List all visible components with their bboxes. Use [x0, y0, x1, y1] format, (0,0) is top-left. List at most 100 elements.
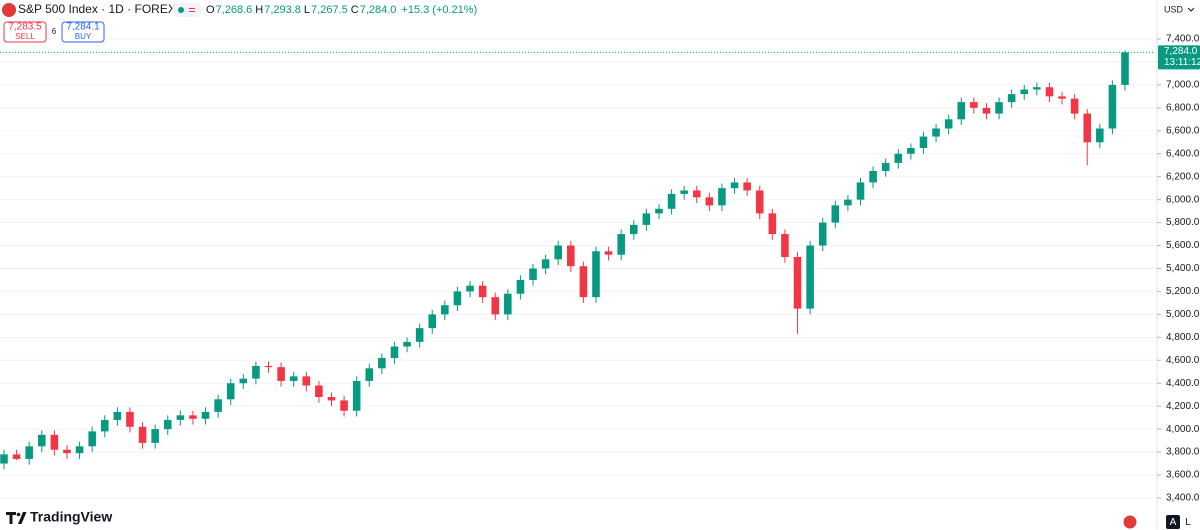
last-price-box	[1158, 45, 1200, 70]
buy-label: BUY	[75, 32, 92, 41]
y-tick-label: 5,000.0	[1166, 309, 1200, 320]
candle-body	[504, 293, 512, 315]
candle-body	[428, 314, 437, 329]
candle-body	[113, 411, 122, 420]
candle-body	[1033, 87, 1041, 90]
candle-body	[415, 328, 424, 342]
candle-body	[214, 399, 222, 412]
candle-body	[604, 251, 613, 255]
candle-body	[1121, 52, 1129, 85]
candle-body	[163, 419, 172, 430]
candle-body	[264, 366, 273, 368]
candle-body	[856, 182, 865, 200]
candle-body	[806, 245, 814, 309]
y-tick-label: 5,400.0	[1166, 263, 1200, 274]
candle-body	[567, 245, 575, 267]
candle-body	[302, 376, 311, 386]
candle-body	[970, 102, 978, 108]
auto-scale-button[interactable]	[1166, 515, 1180, 529]
sell-label: SELL	[15, 32, 35, 41]
candle-body	[932, 128, 940, 137]
candle-body	[692, 190, 701, 198]
buy-button[interactable]	[61, 21, 105, 43]
log-scale-label[interactable]: L	[1185, 517, 1191, 528]
currency-dropdown[interactable]	[1187, 7, 1195, 12]
candle-body	[126, 411, 134, 427]
y-tick-label: 5,800.0	[1166, 217, 1200, 228]
candle-body	[1058, 96, 1066, 99]
candle-body	[1020, 89, 1029, 95]
candle-body	[705, 197, 714, 206]
brand[interactable]: TradingView	[30, 509, 112, 525]
candle-body	[201, 411, 210, 419]
candle-body	[755, 190, 764, 214]
candle-body	[0, 454, 8, 464]
events-icon[interactable]	[1122, 514, 1138, 530]
candle-body	[88, 431, 96, 447]
candle-body	[743, 182, 751, 191]
candle-body	[100, 419, 109, 432]
ohlc-key: L	[304, 4, 310, 16]
change: +15.3 (+0.21%)	[401, 4, 477, 16]
y-tick-label: 4,200.0	[1166, 401, 1200, 412]
candle-body	[881, 162, 890, 171]
candle-body	[1070, 98, 1079, 114]
candle-body	[667, 193, 676, 209]
candle-body	[441, 305, 449, 315]
candle-body	[252, 366, 260, 379]
candle-body	[907, 148, 915, 154]
y-tick-label: 6,200.0	[1166, 171, 1200, 182]
candle-body	[831, 205, 840, 223]
candle-body	[529, 268, 537, 280]
candle-body	[138, 426, 147, 443]
y-tick-label: 6,000.0	[1166, 194, 1200, 205]
candle-body	[25, 446, 33, 459]
candle-body	[226, 383, 235, 400]
candle-body	[352, 380, 361, 411]
sell-button[interactable]	[3, 21, 47, 43]
ohlc-value: 7,267.5	[311, 4, 348, 16]
candle-body	[629, 224, 638, 235]
candle-body	[1108, 84, 1117, 129]
candles	[0, 50, 1129, 470]
candle-body	[151, 429, 159, 443]
candle-body	[768, 213, 777, 235]
candle-body	[655, 208, 663, 214]
candle-body	[1007, 94, 1016, 103]
candle-body	[944, 119, 953, 129]
y-tick-label: 4,600.0	[1166, 355, 1200, 366]
candle-body	[491, 297, 500, 315]
symbol-logo	[2, 3, 16, 17]
candle-body	[718, 188, 726, 206]
candle-body	[541, 259, 550, 269]
candle-body	[1096, 128, 1104, 143]
y-tick-label: 3,800.0	[1166, 447, 1200, 458]
candle-body	[730, 182, 739, 189]
y-tick-label: 3,600.0	[1166, 470, 1200, 481]
candle-body	[239, 378, 248, 384]
currency[interactable]: USD	[1164, 4, 1184, 14]
candle-body	[869, 170, 877, 183]
candle-body	[453, 291, 462, 306]
ohlc-value: 7,293.8	[264, 4, 301, 16]
y-tick-label: 6,400.0	[1166, 148, 1200, 159]
candle-body	[1083, 113, 1091, 143]
candle-body	[289, 376, 298, 381]
candle-body	[995, 102, 1003, 114]
candle-body	[277, 367, 285, 381]
candle-body	[63, 449, 71, 454]
ohlc-legend: O 7,268.6 H 7,293.8 L 7,267.5 C 7,284.0	[206, 4, 396, 16]
candle-body	[1045, 87, 1054, 97]
symbol-title[interactable]: S&P 500 Index · 1D · FOREX.com	[18, 2, 202, 16]
candle-body	[642, 213, 651, 225]
candle-body	[327, 396, 336, 401]
candle-body	[680, 190, 688, 194]
candle-body	[315, 385, 323, 397]
candle-body	[478, 285, 487, 298]
y-tick-label: 4,800.0	[1166, 332, 1200, 343]
spread: 6	[52, 27, 57, 36]
candle-body	[781, 234, 789, 258]
candle-body	[894, 153, 903, 163]
auto-scale-label: A	[1170, 517, 1177, 528]
